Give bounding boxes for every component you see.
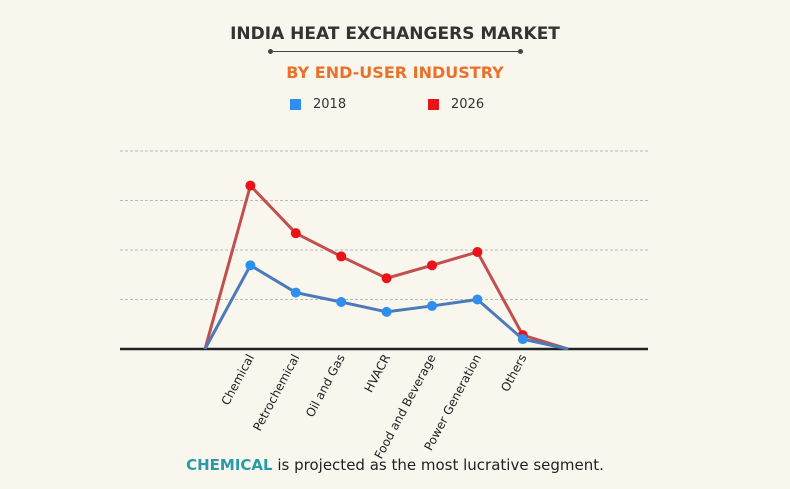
title-divider	[268, 49, 523, 54]
data-point-2026	[472, 246, 483, 257]
data-point-2018	[472, 294, 483, 305]
data-point-2018	[245, 260, 256, 271]
data-point-2018	[290, 287, 301, 298]
legend-swatch-2018	[290, 99, 301, 110]
x-tick-label: Others	[498, 352, 529, 394]
legend-item-2026: 2026	[428, 97, 484, 112]
legend-swatch-2026	[428, 99, 439, 110]
data-point-2026	[381, 273, 392, 284]
legend-label-2018: 2018	[313, 97, 347, 112]
data-point-2018	[517, 334, 528, 345]
chart-title: INDIA HEAT EXCHANGERS MARKET	[230, 24, 560, 44]
data-point-2018	[381, 306, 392, 317]
legend-item-2018: 2018	[290, 97, 346, 112]
x-tick-label: Oil and Gas	[303, 352, 348, 420]
footer-caption: CHEMICAL is projected as the most lucrat…	[0, 456, 790, 474]
data-point-2018	[336, 296, 347, 307]
footer-text: is projected as the most lucrative segme…	[272, 456, 604, 474]
legend-label-2026: 2026	[451, 97, 485, 112]
x-tick-label: HVACR	[362, 352, 394, 395]
data-point-2026	[245, 180, 256, 191]
chart-subtitle: BY END-USER INDUSTRY	[286, 63, 504, 82]
series-line-2026	[203, 182, 569, 351]
x-tick-label: Petrochemical	[250, 352, 302, 433]
footer-highlight: CHEMICAL	[186, 456, 273, 474]
x-tick-label: Chemical	[219, 352, 258, 408]
data-point-2026	[290, 228, 301, 239]
data-point-2018	[427, 300, 437, 311]
data-point-2026	[427, 260, 437, 271]
data-point-2026	[336, 251, 347, 262]
